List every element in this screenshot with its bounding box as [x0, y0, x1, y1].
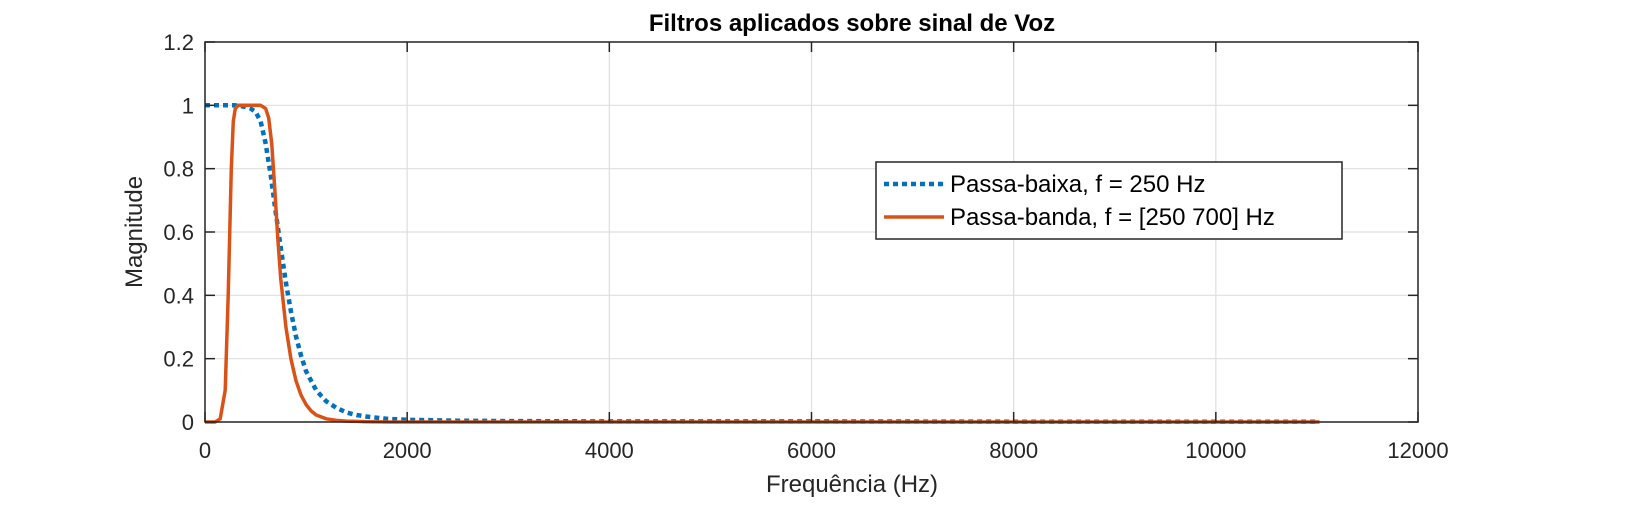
- y-tick-label: 1: [182, 93, 194, 118]
- x-tick-label: 12000: [1387, 438, 1448, 463]
- y-tick-label: 0: [182, 410, 194, 435]
- legend-label-2: Passa-banda, f = [250 700] Hz: [950, 204, 1275, 231]
- legend-label-1: Passa-baixa, f = 250 Hz: [950, 171, 1205, 198]
- x-axis-label: Frequência (Hz): [766, 471, 938, 498]
- axis-ticks: 0 2000 4000 6000 8000 10000 12000 0 0.2 0.4 0.6 0.8…: [163, 30, 1448, 463]
- plot-series: [205, 103, 1320, 424]
- y-tick-label: 1.2: [163, 30, 194, 55]
- series-line-2: [205, 103, 1320, 424]
- y-tick-label: 0.4: [163, 283, 194, 308]
- x-tick-label: 0: [199, 438, 211, 463]
- x-tick-label: 6000: [787, 438, 836, 463]
- y-tick-label: 0.2: [163, 347, 194, 372]
- legend: Passa-baixa, f = 250 Hz Passa-banda, f = …: [875, 161, 1343, 240]
- x-tick-label: 4000: [585, 438, 634, 463]
- x-tick-label: 8000: [989, 438, 1038, 463]
- x-tick-label: 10000: [1185, 438, 1246, 463]
- y-axis-label: Magnitude: [121, 176, 148, 288]
- y-tick-label: 0.6: [163, 220, 194, 245]
- x-tick-label: 2000: [383, 438, 432, 463]
- chart-title: Filtros aplicados sobre sinal de Voz: [649, 10, 1055, 37]
- series-line-1: [205, 103, 1320, 424]
- legend-box: [875, 161, 1343, 240]
- y-tick-label: 0.8: [163, 157, 194, 182]
